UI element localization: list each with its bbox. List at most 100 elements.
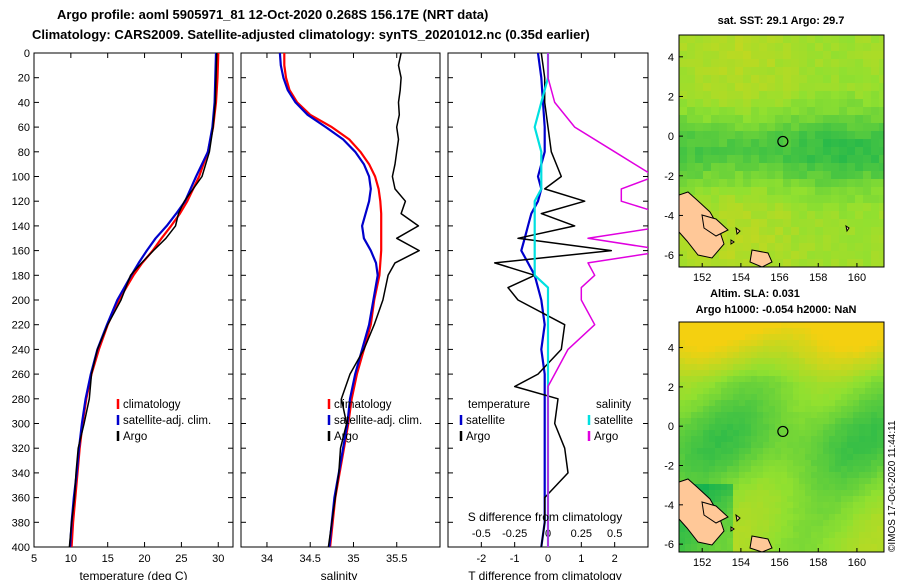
map-cell xyxy=(775,75,784,84)
map-cell xyxy=(807,227,816,236)
map-cell xyxy=(835,460,842,467)
map-cell xyxy=(805,334,812,341)
map-cell xyxy=(823,328,830,335)
map-cell xyxy=(879,83,884,92)
map-cell xyxy=(871,520,878,527)
map-cell xyxy=(787,472,794,479)
map-cell xyxy=(781,328,788,335)
map-cell xyxy=(853,526,860,533)
s-diff-tick-label: -0.5 xyxy=(472,528,491,540)
map-cell xyxy=(787,526,794,533)
map-cell xyxy=(695,163,704,172)
map-cell xyxy=(877,502,884,509)
map-cell xyxy=(841,514,848,521)
map-cell xyxy=(847,147,856,156)
map-cell xyxy=(727,382,734,389)
map-cell xyxy=(879,155,884,164)
map-cell xyxy=(823,388,830,395)
map-cell xyxy=(835,496,842,503)
map-cell xyxy=(721,478,728,485)
map-cell xyxy=(727,123,736,132)
map-cell xyxy=(757,454,764,461)
map-cell xyxy=(859,388,866,395)
map-cell xyxy=(769,394,776,401)
map-cell xyxy=(775,472,782,479)
map-cell xyxy=(807,123,816,132)
map-cell xyxy=(817,340,824,347)
map-cell xyxy=(719,171,728,180)
map-cell xyxy=(853,490,860,497)
map-cell xyxy=(695,195,704,204)
map-cell xyxy=(831,235,840,244)
map-cell xyxy=(823,436,830,443)
map-cell xyxy=(831,67,840,76)
map-cell xyxy=(853,388,860,395)
map-cell xyxy=(787,364,794,371)
s-diff-tick-label: -0.25 xyxy=(502,528,527,540)
map-cell xyxy=(679,466,686,473)
map-cell xyxy=(877,352,884,359)
map-cell xyxy=(811,460,818,467)
map-cell xyxy=(745,370,752,377)
map-cell xyxy=(847,235,856,244)
map-cell xyxy=(793,334,800,341)
map-cell xyxy=(751,99,760,108)
difference-xtick-label: 1 xyxy=(578,553,584,565)
map-cell xyxy=(687,107,696,116)
map-cell xyxy=(715,454,722,461)
map-cell xyxy=(829,496,836,503)
map-cell xyxy=(811,388,818,395)
map-cell xyxy=(847,195,856,204)
map-cell xyxy=(823,195,832,204)
map-cell xyxy=(687,139,696,148)
map-cell xyxy=(757,382,764,389)
map-cell xyxy=(721,520,728,527)
map-cell xyxy=(715,388,722,395)
map-cell xyxy=(879,75,884,84)
map-cell xyxy=(695,107,704,116)
map-cell xyxy=(799,484,806,491)
map-cell xyxy=(853,334,860,341)
map-cell xyxy=(727,243,736,252)
map-cell xyxy=(727,502,734,509)
temperature-xtick-label: 10 xyxy=(65,553,77,565)
map-cell xyxy=(815,99,824,108)
map-cell xyxy=(815,227,824,236)
sla_map-lat-label: -6 xyxy=(664,539,674,551)
map-cell xyxy=(863,107,872,116)
map-cell xyxy=(767,259,776,267)
map-cell xyxy=(743,83,752,92)
map-cell xyxy=(791,195,800,204)
map-cell xyxy=(781,442,788,449)
map-cell xyxy=(695,259,704,267)
map-cell xyxy=(853,502,860,509)
map-cell xyxy=(859,514,866,521)
map-cell xyxy=(839,187,848,196)
map-cell xyxy=(679,394,686,401)
map-cell xyxy=(703,107,712,116)
map-cell xyxy=(793,460,800,467)
salinity-xtick-label: 35 xyxy=(347,553,359,565)
map-cell xyxy=(799,340,806,347)
map-cell xyxy=(823,59,832,68)
map-cell xyxy=(815,195,824,204)
map-cell xyxy=(721,490,728,497)
map-cell xyxy=(799,388,806,395)
map-cell xyxy=(703,454,710,461)
depth-ytick-label: 360 xyxy=(12,493,30,505)
map-cell xyxy=(799,334,806,341)
map-cell xyxy=(751,219,760,228)
map-cell xyxy=(727,346,734,353)
map-cell xyxy=(793,352,800,359)
map-cell xyxy=(767,83,776,92)
map-cell xyxy=(855,187,864,196)
map-cell xyxy=(775,187,784,196)
map-cell xyxy=(739,346,746,353)
map-cell xyxy=(871,412,878,419)
map-cell xyxy=(811,496,818,503)
map-cell xyxy=(719,123,728,132)
map-cell xyxy=(679,43,688,52)
map-cell xyxy=(823,155,832,164)
map-cell xyxy=(735,203,744,212)
map-cell xyxy=(811,484,818,491)
